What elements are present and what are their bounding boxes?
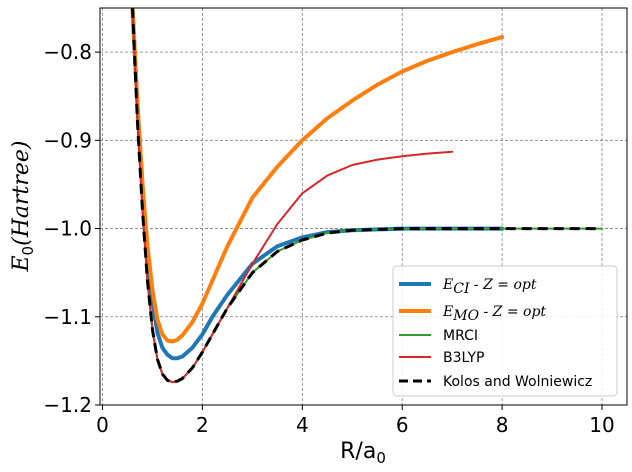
legend-label-mrci: MRCI <box>443 328 478 344</box>
legend: ECI - Z = opt EMO - Z = opt MRCI B3LYP K… <box>392 265 618 397</box>
legend-box <box>392 265 618 397</box>
x-tick-label: 0 <box>96 413 109 437</box>
x-tick-label: 4 <box>296 413 309 437</box>
series-line-kw <box>131 8 597 384</box>
x-tick-label: 6 <box>396 413 409 437</box>
series-line-b3lyp <box>131 8 454 384</box>
legend-label-emo: EMO - Z = opt <box>442 304 546 324</box>
x-axis-label: R/a0 <box>340 439 386 467</box>
y-tick-label: −0.8 <box>43 40 92 64</box>
legend-label-kw: Kolos and Wolniewicz <box>443 374 592 390</box>
legend-label-eci: ECI - Z = opt <box>442 277 537 297</box>
ticks: 0 2 4 6 8 10 −0.8 −0.9 −1.0 −1.1 −1.2 <box>43 40 614 437</box>
y-tick-label: −1.2 <box>43 393 92 417</box>
y-axis-label: E0(Hartree) <box>9 141 37 273</box>
x-tick-label: 8 <box>496 413 509 437</box>
legend-label-b3lyp: B3LYP <box>443 350 484 366</box>
plot-frame <box>99 7 628 406</box>
y-tick-label: −1.1 <box>43 305 92 329</box>
x-tick-label: 10 <box>589 413 614 437</box>
x-tick-label: 2 <box>196 413 209 437</box>
series-line-emo <box>130 8 505 344</box>
series-group <box>130 8 603 384</box>
y-tick-label: −1.0 <box>43 217 92 241</box>
y-tick-label: −0.9 <box>43 128 92 152</box>
